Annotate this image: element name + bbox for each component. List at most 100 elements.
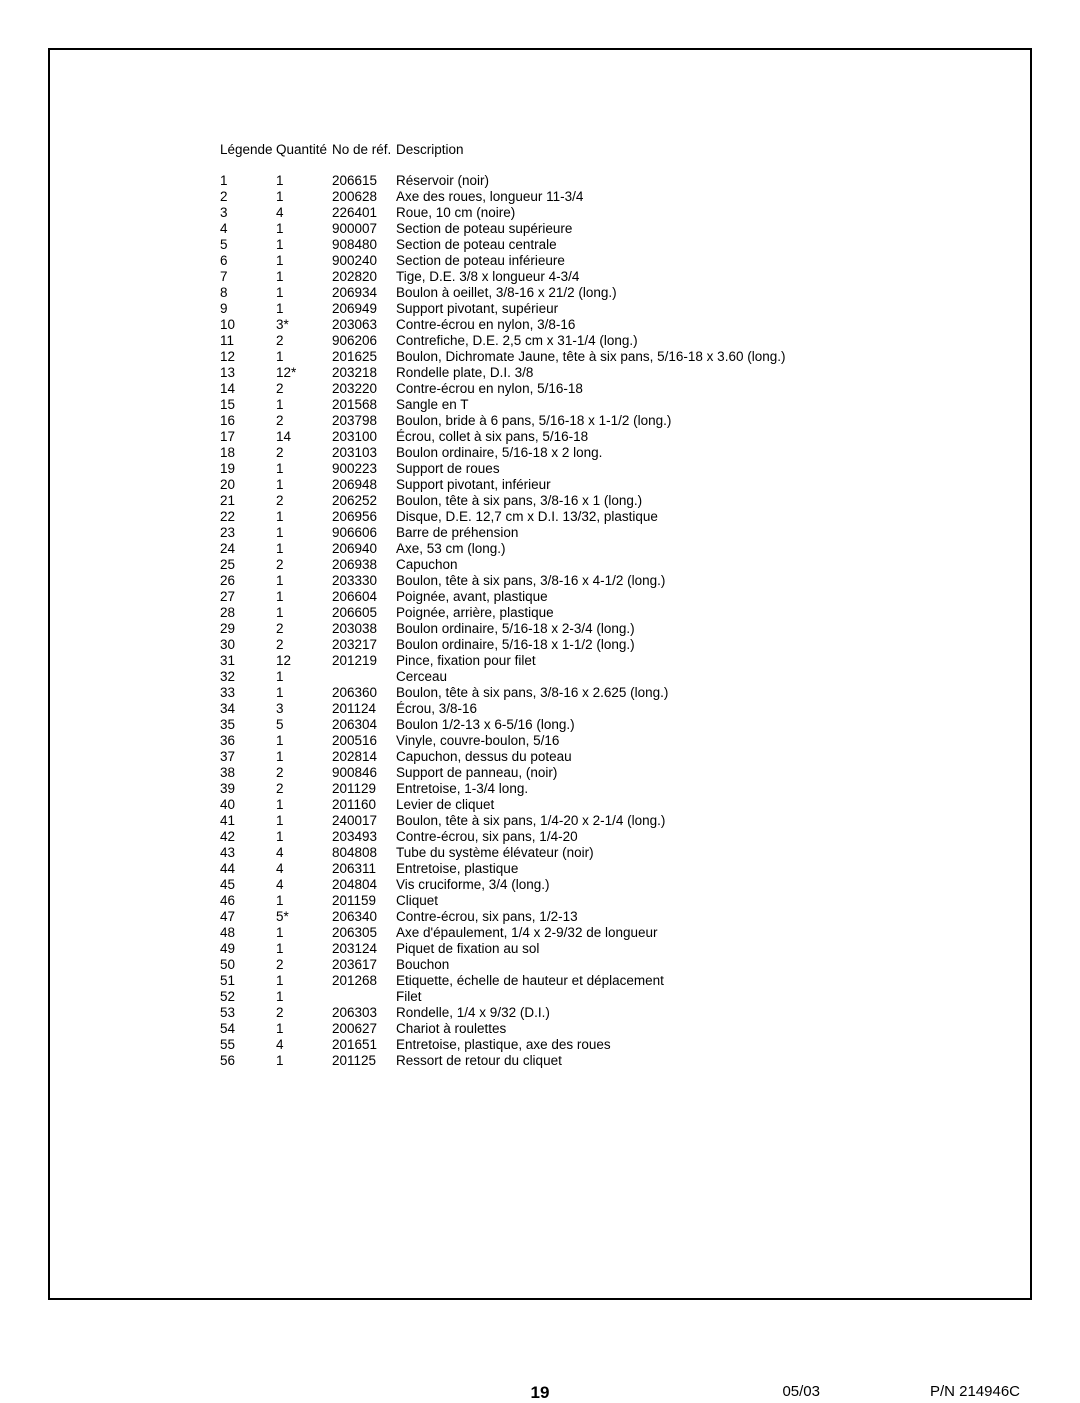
cell-qty: 1 [276,269,332,285]
cell-ref: 206304 [332,717,396,733]
cell-desc: Contre-écrou, six pans, 1/4-20 [396,829,866,845]
cell-ref: 240017 [332,813,396,829]
header-qty: Quantité [276,142,332,158]
table-row: 34226401Roue, 10 cm (noire) [220,205,866,221]
cell-desc: Tige, D.E. 3/8 x longueur 4-3/4 [396,269,866,285]
cell-desc: Filet [396,989,866,1005]
cell-qty: 2 [276,557,332,573]
table-row: 321 Cerceau [220,669,866,685]
cell-qty: 2 [276,637,332,653]
cell-desc: Bouchon [396,957,866,973]
cell-desc: Disque, D.E. 12,7 cm x D.I. 13/32, plast… [396,509,866,525]
cell-key: 50 [220,957,276,973]
cell-key: 10 [220,317,276,333]
cell-key: 43 [220,845,276,861]
cell-ref: 202814 [332,749,396,765]
cell-qty: 2 [276,765,332,781]
page-number: 19 [531,1383,550,1403]
cell-qty: 1 [276,589,332,605]
cell-ref: 206934 [332,285,396,301]
table-row: 521Filet [220,989,866,1005]
table-row: 191900223Support de roues [220,461,866,477]
cell-ref: 206340 [332,909,396,925]
cell-qty: 1 [276,829,332,845]
cell-ref: 203038 [332,621,396,637]
table-row: 212206252Boulon, tête à six pans, 3/8-16… [220,493,866,509]
cell-qty: 1 [276,573,332,589]
cell-key: 51 [220,973,276,989]
cell-ref: 202820 [332,269,396,285]
cell-key: 44 [220,861,276,877]
cell-qty: 1 [276,285,332,301]
cell-qty: 5 [276,717,332,733]
cell-key: 25 [220,557,276,573]
cell-desc: Entretoise, plastique, axe des roues [396,1037,866,1053]
cell-key: 53 [220,1005,276,1021]
cell-desc: Ressort de retour du cliquet [396,1053,866,1069]
cell-key: 5 [220,237,276,253]
table-row: 454204804Vis cruciforme, 3/4 (long.) [220,877,866,893]
table-row: 355206304Boulon 1/2-13 x 6-5/16 (long.) [220,717,866,733]
cell-ref: 203798 [332,413,396,429]
cell-ref: 201568 [332,397,396,413]
cell-ref: 203100 [332,429,396,445]
table-row: 112906206Contrefiche, D.E. 2,5 cm x 31-1… [220,333,866,349]
cell-desc: Section de poteau supérieure [396,221,866,237]
cell-desc: Boulon, tête à six pans, 3/8-16 x 4-1/2 … [396,573,866,589]
table-row: 481206305Axe d'épaulement, 1/4 x 2-9/32 … [220,925,866,941]
cell-ref: 203217 [332,637,396,653]
cell-desc: Contre-écrou en nylon, 3/8-16 [396,317,866,333]
table-row: 475*206340Contre-écrou, six pans, 1/2-13 [220,909,866,925]
cell-key: 32 [220,669,276,685]
cell-key: 41 [220,813,276,829]
cell-qty: 1 [276,541,332,557]
cell-qty: 4 [276,861,332,877]
cell-ref: 203103 [332,445,396,461]
cell-qty: 2 [276,333,332,349]
cell-qty: 1 [276,893,332,909]
table-row: 121201625Boulon, Dichromate Jaune, tête … [220,349,866,365]
cell-desc: Contrefiche, D.E. 2,5 cm x 31-1/4 (long.… [396,333,866,349]
table-row: 91206949Support pivotant, supérieur [220,301,866,317]
cell-desc: Contre-écrou, six pans, 1/2-13 [396,909,866,925]
cell-desc: Support pivotant, inférieur [396,477,866,493]
table-row: 1714203100Écrou, collet à six pans, 5/16… [220,429,866,445]
cell-desc: Cerceau [396,669,866,685]
table-row: 3112201219Pince, fixation pour filet [220,653,866,669]
cell-key: 24 [220,541,276,557]
cell-key: 8 [220,285,276,301]
cell-desc: Section de poteau inférieure [396,253,866,269]
cell-ref: 206949 [332,301,396,317]
cell-key: 46 [220,893,276,909]
cell-ref: 200516 [332,733,396,749]
cell-qty: 1 [276,733,332,749]
cell-key: 3 [220,205,276,221]
cell-desc: Pince, fixation pour filet [396,653,866,669]
cell-desc: Support de panneau, (noir) [396,765,866,781]
cell-qty: 5* [276,909,332,925]
cell-desc: Axe d'épaulement, 1/4 x 2-9/32 de longue… [396,925,866,941]
cell-key: 39 [220,781,276,797]
cell-desc: Sangle en T [396,397,866,413]
cell-qty: 1 [276,685,332,701]
cell-ref: 203220 [332,381,396,397]
table-row: 502203617Bouchon [220,957,866,973]
table-row: 271206604Poignée, avant, plastique [220,589,866,605]
cell-ref: 201651 [332,1037,396,1053]
table-row: 61900240Section de poteau inférieure [220,253,866,269]
cell-qty: 1 [276,477,332,493]
cell-qty: 4 [276,877,332,893]
table-body: 11206615Réservoir (noir)21200628Axe des … [220,173,866,1069]
cell-qty: 1 [276,749,332,765]
cell-qty: 4 [276,845,332,861]
cell-qty: 3 [276,701,332,717]
table-row: 21200628Axe des roues, longueur 11-3/4 [220,189,866,205]
cell-key: 37 [220,749,276,765]
cell-qty: 1 [276,669,332,685]
cell-desc: Boulon, Dichromate Jaune, tête à six pan… [396,349,866,365]
cell-key: 35 [220,717,276,733]
table-row: 281206605Poignée, arrière, plastique [220,605,866,621]
table-row: 221206956Disque, D.E. 12,7 cm x D.I. 13/… [220,509,866,525]
cell-key: 54 [220,1021,276,1037]
cell-ref: 200628 [332,189,396,205]
